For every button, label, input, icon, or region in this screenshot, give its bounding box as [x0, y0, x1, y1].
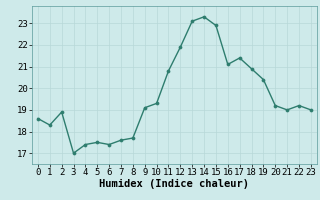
X-axis label: Humidex (Indice chaleur): Humidex (Indice chaleur) — [100, 179, 249, 189]
